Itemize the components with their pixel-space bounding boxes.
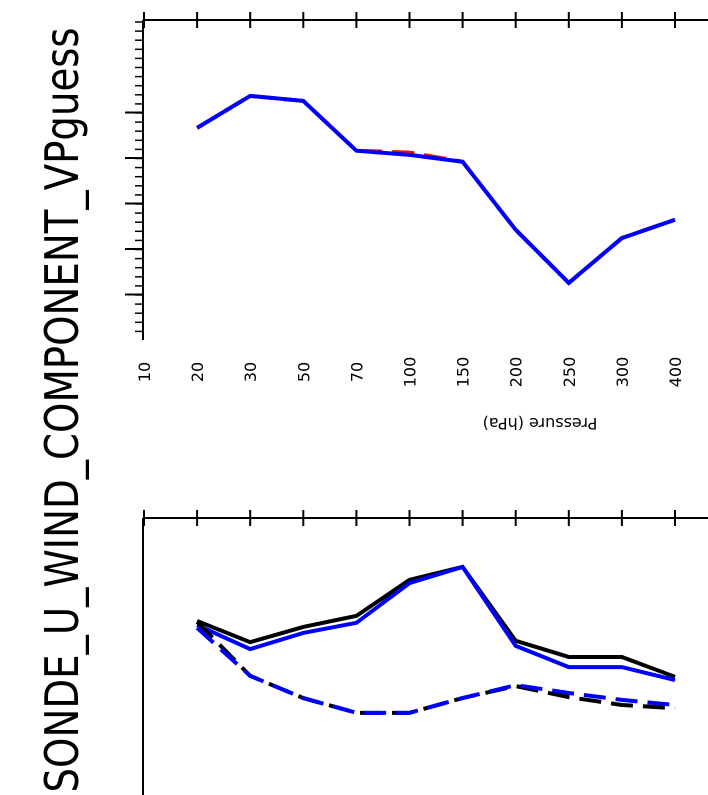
series-line xyxy=(196,93,676,286)
x-tick-label: 400 xyxy=(666,357,685,388)
x-tick-label: 50 xyxy=(294,362,313,382)
x-tick-label: 20 xyxy=(188,362,207,382)
series-line xyxy=(195,626,676,715)
series-line xyxy=(196,564,676,682)
x-tick-label: 30 xyxy=(241,362,260,382)
x-tick-label: 200 xyxy=(507,357,526,388)
x-tick-label: 250 xyxy=(560,357,579,388)
x-tick-label: 10 xyxy=(135,362,154,382)
series-line xyxy=(196,564,676,679)
x-tick-label: 100 xyxy=(401,357,420,388)
x-tick-label: 70 xyxy=(347,362,366,382)
x-tick-label: 150 xyxy=(454,357,473,388)
page-title: SONDE_U_WIND_COMPONENT_VPguess xyxy=(35,28,89,793)
x-axis-title: Pressure (hPa) xyxy=(483,414,598,433)
x-tick-label: 300 xyxy=(613,357,632,388)
